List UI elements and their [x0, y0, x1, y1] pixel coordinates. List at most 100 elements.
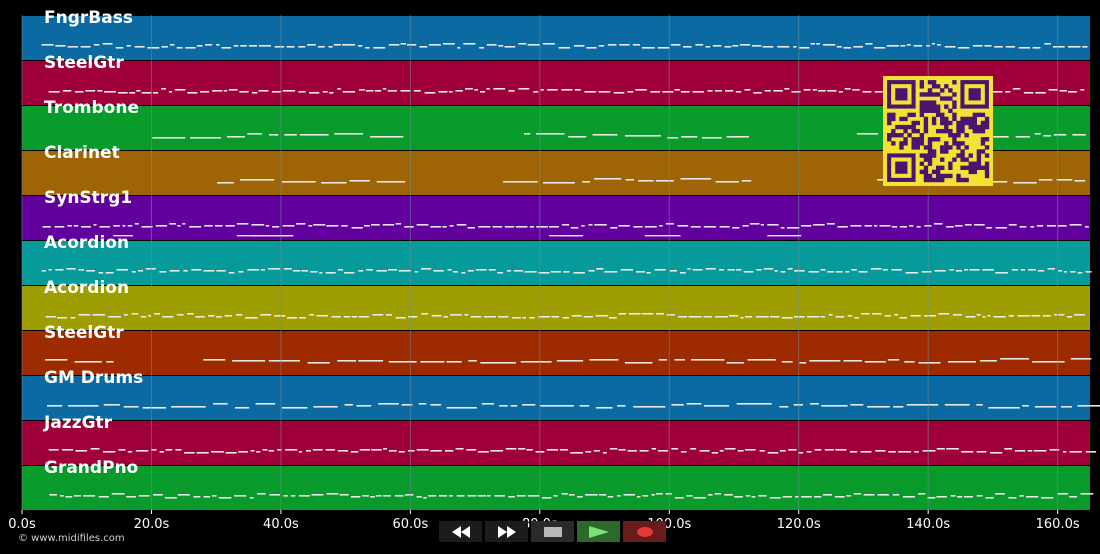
note	[863, 494, 875, 496]
note	[239, 91, 249, 93]
note	[995, 272, 1008, 274]
note	[705, 268, 716, 270]
qr-module	[931, 116, 937, 122]
note	[669, 270, 677, 272]
note	[674, 89, 680, 91]
qr-finder-core	[895, 88, 908, 101]
fast-forward-button[interactable]	[485, 521, 528, 542]
note	[946, 226, 954, 228]
note	[483, 316, 496, 318]
qr-module	[931, 92, 937, 97]
note	[68, 405, 99, 407]
qr-module	[968, 153, 973, 158]
qr-module	[927, 92, 933, 97]
note	[781, 361, 793, 363]
qr-module	[960, 153, 965, 158]
note	[446, 407, 477, 409]
note	[780, 450, 786, 452]
qr-module	[935, 84, 941, 89]
note	[667, 137, 679, 139]
note	[824, 449, 834, 451]
rewind-button[interactable]	[439, 521, 482, 542]
note	[749, 223, 760, 225]
note	[1017, 315, 1031, 317]
qr-module	[903, 137, 908, 142]
note	[936, 448, 945, 450]
note	[874, 47, 886, 49]
qr-module	[980, 120, 986, 126]
note	[595, 315, 608, 317]
note	[538, 272, 550, 274]
note	[504, 46, 516, 48]
note	[183, 270, 188, 272]
note	[359, 89, 365, 91]
note	[203, 270, 215, 272]
note	[1031, 315, 1041, 317]
note	[625, 135, 661, 137]
qr-module	[968, 116, 973, 122]
note	[299, 134, 329, 136]
track-notes	[41, 43, 1088, 49]
note	[272, 235, 294, 237]
note	[957, 47, 970, 49]
note	[781, 317, 793, 319]
note	[1069, 224, 1082, 226]
note	[536, 226, 548, 228]
note	[964, 496, 973, 498]
qr-module	[948, 96, 953, 101]
note	[561, 493, 568, 495]
note	[680, 451, 687, 453]
note	[515, 226, 528, 228]
note	[724, 494, 733, 496]
note	[337, 88, 341, 90]
track-lane	[22, 376, 1090, 420]
note	[969, 269, 980, 271]
qr-module	[956, 153, 961, 158]
note	[430, 404, 442, 406]
note	[1052, 46, 1065, 48]
qr-module	[964, 145, 969, 150]
note	[307, 44, 316, 46]
note	[370, 496, 375, 498]
note	[594, 178, 622, 180]
qr-module	[956, 141, 961, 146]
note	[1008, 497, 1017, 499]
note	[233, 45, 239, 47]
note	[665, 223, 674, 225]
qr-module	[891, 133, 896, 138]
qr-module	[887, 112, 892, 118]
note	[510, 405, 518, 407]
qr-module	[948, 128, 953, 134]
note	[686, 495, 693, 497]
qr-module	[976, 153, 982, 158]
note	[404, 226, 414, 228]
note	[846, 495, 852, 497]
note	[739, 44, 751, 46]
note	[671, 404, 684, 406]
note	[255, 403, 276, 405]
note	[187, 92, 198, 94]
qr-module	[976, 157, 982, 162]
note	[987, 315, 991, 317]
note	[159, 271, 167, 273]
note	[946, 448, 959, 450]
stop-button[interactable]	[531, 521, 574, 542]
note	[751, 496, 756, 498]
note	[431, 315, 442, 317]
note	[875, 450, 886, 452]
note	[865, 43, 873, 45]
note	[225, 225, 235, 227]
note	[879, 225, 891, 227]
qr-module	[931, 137, 937, 142]
note	[388, 44, 400, 46]
qr-module	[935, 177, 941, 183]
note	[756, 316, 769, 318]
note	[542, 497, 552, 499]
play-button[interactable]	[577, 521, 620, 542]
qr-module	[984, 153, 990, 158]
qr-module	[915, 145, 920, 150]
note	[326, 493, 339, 495]
record-button[interactable]	[623, 521, 666, 542]
qr-module	[960, 120, 965, 126]
note	[540, 405, 574, 407]
